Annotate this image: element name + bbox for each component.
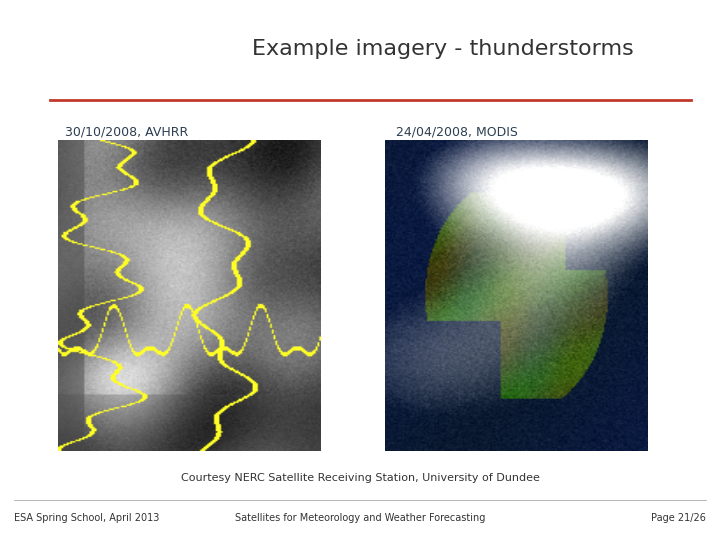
Text: Page 21/26: Page 21/26 bbox=[651, 514, 706, 523]
Text: Example imagery - thunderstorms: Example imagery - thunderstorms bbox=[252, 38, 634, 59]
Text: Satellites for Meteorology and Weather Forecasting: Satellites for Meteorology and Weather F… bbox=[235, 514, 485, 523]
Text: 30/10/2008, AVHRR: 30/10/2008, AVHRR bbox=[65, 126, 188, 139]
Text: ESA Spring School, April 2013: ESA Spring School, April 2013 bbox=[14, 514, 160, 523]
Text: Courtesy NERC Satellite Receiving Station, University of Dundee: Courtesy NERC Satellite Receiving Statio… bbox=[181, 473, 539, 483]
Text: 24/04/2008, MODIS: 24/04/2008, MODIS bbox=[396, 126, 518, 139]
